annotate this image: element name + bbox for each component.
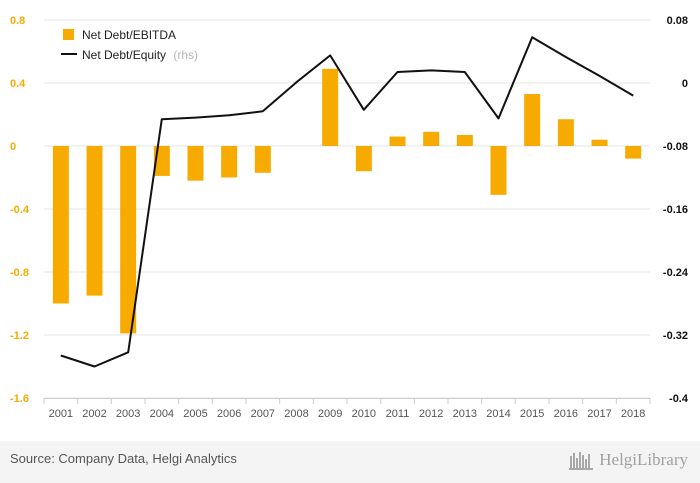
bar xyxy=(120,146,137,334)
bar xyxy=(52,146,69,304)
source-text: Source: Company Data, Helgi Analytics xyxy=(10,451,237,466)
bar xyxy=(557,119,574,146)
x-axis-tick-label: 2005 xyxy=(183,408,207,420)
bar xyxy=(423,131,440,146)
bar xyxy=(625,146,642,159)
x-axis-tick-label: 2002 xyxy=(82,408,106,420)
bar xyxy=(355,146,372,172)
right-axis-tick-label: -0.08 xyxy=(663,141,688,153)
bar xyxy=(524,94,541,146)
bar xyxy=(221,146,238,178)
x-axis-tick-label: 2001 xyxy=(49,408,73,420)
x-axis-tick-label: 2010 xyxy=(352,408,376,420)
left-axis-tick-label: -1.2 xyxy=(10,330,29,342)
x-axis-tick-label: 2016 xyxy=(554,408,578,420)
x-axis-tick-label: 2014 xyxy=(486,408,510,420)
logo-text: HelgiLibrary xyxy=(599,450,688,469)
left-axis-tick-label: 0.4 xyxy=(10,78,26,90)
right-axis-tick-label: -0.24 xyxy=(663,267,689,279)
legend-line-name: Net Debt/Equity xyxy=(82,48,166,62)
x-axis-tick-label: 2011 xyxy=(386,408,410,420)
left-axis: -1.6 -1.2 -0.8 -0.4 0 0.4 0.8 xyxy=(10,15,30,405)
x-axis-tick-label: 2017 xyxy=(587,408,611,420)
legend-line-label: Net Debt/Equity (rhs) xyxy=(82,48,198,62)
legend-bar-label: Net Debt/EBITDA xyxy=(82,28,176,42)
x-axis-tick-label: 2015 xyxy=(520,408,544,420)
net-debt-equity-line xyxy=(60,36,634,368)
legend-line-suffix: (rhs) xyxy=(173,48,198,62)
left-axis-tick-label: 0.8 xyxy=(10,15,25,27)
left-axis-tick-label: -0.8 xyxy=(10,267,29,279)
x-axis-tick-label: 2007 xyxy=(251,408,275,420)
x-axis-tick-label: 2013 xyxy=(453,408,477,420)
chart: -1.6-1.2-0.8-0.400.40.8 -0.4-0.32-0.24-0… xyxy=(10,15,689,420)
bar xyxy=(591,139,608,146)
x-axis-tick-label: 2012 xyxy=(419,408,443,420)
x-axis-tick-label: 2006 xyxy=(217,408,241,420)
x-axis-tick-label: 2003 xyxy=(116,408,140,420)
left-axis-tick-label: 0 xyxy=(10,141,16,153)
left-axis-tick-label: -1.6 xyxy=(10,393,29,405)
x-axis-tick-label: 2018 xyxy=(621,408,645,420)
right-axis-tick-label: -0.32 xyxy=(663,330,688,342)
bar xyxy=(389,136,406,146)
x-axis-tick-label: 2009 xyxy=(318,408,342,420)
x-axis: 2001 2002 2003 2004 2005 2006 2007 2008 2009 2010… xyxy=(43,398,651,420)
right-axis-tick-label: -0.4 xyxy=(669,393,689,405)
right-axis: -0.4 -0.32 -0.24 -0.16 -0.08 0 0.08 xyxy=(663,15,689,405)
bar xyxy=(490,146,507,195)
bar xyxy=(86,146,103,296)
library-books-icon xyxy=(569,452,594,470)
left-axis-tick-label: -0.4 xyxy=(10,204,30,216)
legend-bar-swatch xyxy=(63,29,74,40)
right-axis-tick-label: -0.16 xyxy=(663,204,688,216)
right-axis-tick-label: 0.08 xyxy=(667,15,688,27)
bar xyxy=(322,68,339,146)
bar xyxy=(456,134,473,146)
bar xyxy=(187,146,204,181)
bar xyxy=(254,146,271,173)
footer: Source: Company Data, Helgi Analytics He… xyxy=(0,441,700,483)
legend: Net Debt/EBITDA Net Debt/Equity (rhs) xyxy=(61,28,198,62)
x-axis-tick-label: 2008 xyxy=(284,408,308,420)
helgi-library-logo: HelgiLibrary xyxy=(569,449,688,471)
right-axis-tick-label: 0 xyxy=(682,78,688,90)
x-axis-tick-label: 2004 xyxy=(150,408,174,420)
line-series xyxy=(60,36,634,368)
